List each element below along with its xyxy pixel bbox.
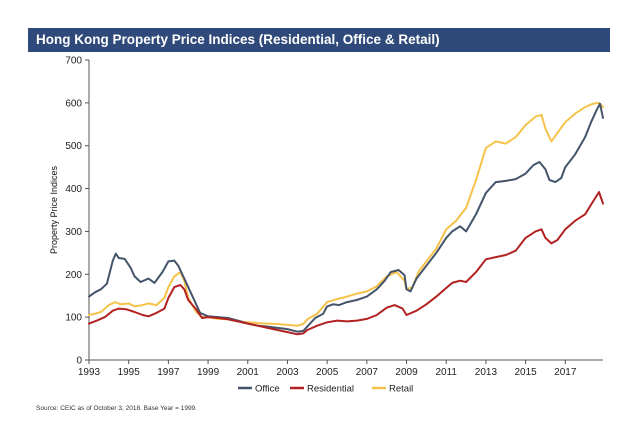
chart-title: Hong Kong Property Price Indices (Reside… xyxy=(28,28,610,52)
x-tick-label: 2001 xyxy=(237,367,260,378)
legend-item-retail: Retail xyxy=(372,384,413,395)
y-tick-label: 200 xyxy=(65,270,82,281)
x-tick-label: 2009 xyxy=(395,367,418,378)
x-tick-label: 2011 xyxy=(435,367,457,378)
x-tick-label: 2013 xyxy=(475,367,498,378)
y-tick-label: 500 xyxy=(65,141,82,152)
series-line-retail xyxy=(88,101,604,327)
x-tick-label: 2003 xyxy=(276,367,299,378)
x-tick-label: 1995 xyxy=(118,367,141,378)
x-tick-label: 2015 xyxy=(514,367,537,378)
x-tick-label: 1999 xyxy=(197,367,220,378)
source-note: Source: CEIC as of October 3, 2018. Base… xyxy=(36,405,197,412)
y-tick-labels: 0 100 200 300 400 500 600 700 xyxy=(65,56,82,367)
x-tick-label: 2007 xyxy=(356,367,379,378)
y-tick-label: 700 xyxy=(65,56,82,67)
y-tick-label: 0 xyxy=(76,356,82,367)
series-line-residential xyxy=(88,191,604,336)
legend-item-residential: Residential xyxy=(290,384,354,395)
x-tick-label: 1993 xyxy=(78,367,101,378)
chart-axes xyxy=(85,59,603,364)
y-tick-label: 100 xyxy=(65,313,82,324)
legend-label: Office xyxy=(255,384,280,395)
series-lines xyxy=(88,101,604,336)
legend-label: Retail xyxy=(389,384,413,395)
legend-label: Residential xyxy=(307,384,354,395)
x-tick-label: 2017 xyxy=(554,367,577,378)
y-tick-label: 600 xyxy=(65,98,82,109)
x-tick-label: 2005 xyxy=(316,367,339,378)
x-tick-labels: 1993 1995 1997 1999 2001 2003 2005 2007 2009 2011… xyxy=(78,367,577,378)
series-line-office xyxy=(88,102,604,333)
y-tick-label: 300 xyxy=(65,227,82,238)
y-axis-label: Property Price Indices xyxy=(49,165,59,254)
chart-legend: Office Residential Retail xyxy=(238,384,413,395)
x-tick-label: 1997 xyxy=(157,367,180,378)
y-tick-label: 400 xyxy=(65,184,82,195)
legend-item-office: Office xyxy=(238,384,280,395)
